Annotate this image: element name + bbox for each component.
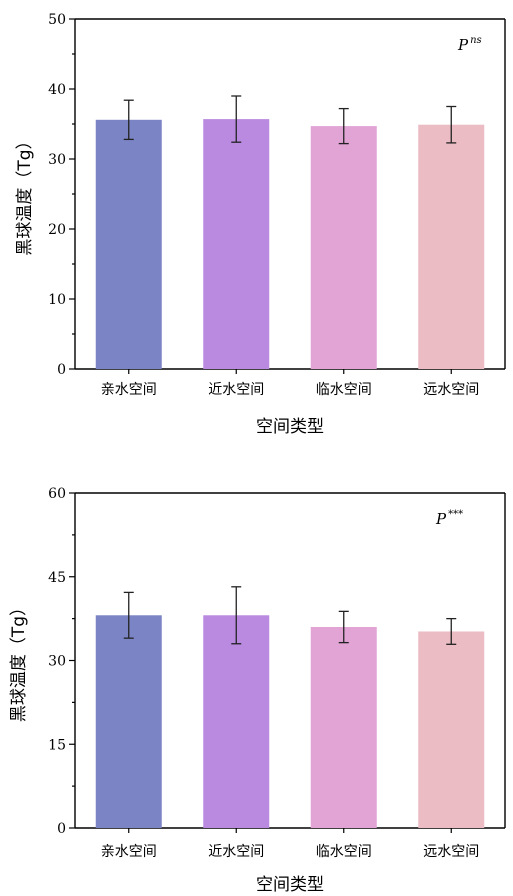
category-label: 亲水空间 [101,382,157,398]
significance-label: P *** [435,509,463,528]
bar-3 [310,627,377,828]
significance-superscript: ns [470,35,482,46]
y-axis-title: 黑球温度（Tg） [9,599,29,722]
x-axis-title: 空间类型 [256,875,324,895]
bar-3 [310,126,377,369]
y-tick-label: 0 [57,362,66,378]
y-tick-label: 30 [48,152,66,168]
y-tick-label: 15 [48,737,66,753]
significance-p: P [457,36,469,54]
significance-p: P [435,510,447,528]
category-label: 临水空间 [316,382,372,398]
bar-1 [95,615,162,828]
y-tick-label: 60 [48,486,66,502]
y-tick-label: 45 [48,570,66,586]
category-label: 近水空间 [208,382,264,398]
bar-4 [418,124,485,369]
y-tick-label: 30 [48,654,66,670]
bar-1 [95,119,162,369]
y-axis-title: 黑球温度（Tg） [15,132,35,255]
y-tick-label: 40 [48,82,66,98]
category-label: 近水空间 [208,844,264,860]
category-label: 远水空间 [423,844,479,860]
bar-2 [203,615,270,828]
y-tick-label: 10 [48,292,66,308]
category-label: 远水空间 [423,382,479,398]
y-tick-label: 50 [48,12,66,28]
y-tick-label: 20 [48,222,66,238]
category-label: 临水空间 [316,844,372,860]
bar-2 [203,119,270,369]
significance-superscript: *** [448,509,463,520]
category-label: 亲水空间 [101,844,157,860]
bar-4 [418,631,485,828]
y-tick-label: 0 [57,821,66,837]
x-axis-title: 空间类型 [256,417,324,437]
